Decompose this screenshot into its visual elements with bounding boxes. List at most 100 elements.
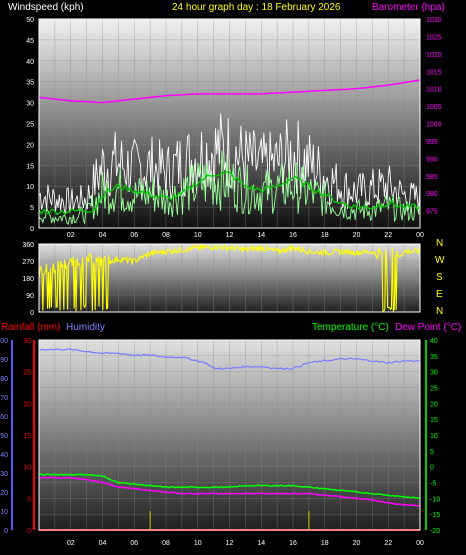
rainfall-y-labels: 0 5 10 15 20 25 30 <box>23 338 31 535</box>
temperature-y-tick: 40 <box>430 338 438 345</box>
barometer-y-tick: 1005 <box>426 104 442 111</box>
humidity-line <box>39 348 421 370</box>
rainfall-y-tick: 5 <box>27 496 31 503</box>
x-tick-label: 00 <box>416 232 424 239</box>
rainfall-y-tick: 20 <box>23 401 31 408</box>
x-tick-label: 04 <box>99 232 107 239</box>
compass-n-bottom: N <box>436 306 443 317</box>
temperature-y-tick: -15 <box>430 512 440 519</box>
dewpoint-label: Dew Point (°C) <box>395 322 461 333</box>
rainfall-y-tick: 30 <box>23 338 31 345</box>
wind-y-tick: 25 <box>26 122 34 129</box>
direction-y-tick: 90 <box>26 293 34 300</box>
humidity-y-tick: 50 <box>0 433 8 440</box>
humidity-label: Humidity <box>66 322 105 333</box>
direction-y-tick: 180 <box>22 276 34 283</box>
x-tick-label: 12 <box>226 540 234 547</box>
temperature-y-tick: 15 <box>430 417 438 424</box>
barometer-y-tick: 1020 <box>426 52 442 59</box>
barometer-y-tick: 990 <box>426 156 438 163</box>
barometer-y-tick: 980 <box>426 191 438 198</box>
x-tick-label: 10 <box>194 540 202 547</box>
temperature-y-tick: 35 <box>430 354 438 361</box>
barometer-y-tick: 985 <box>426 174 438 181</box>
temperature-y-labels: -20 -15 -10 -5 0 5 10 15 20 25 30 35 40 <box>430 338 440 535</box>
humidity-y-tick: 40 <box>0 452 8 459</box>
x-tick-label: 12 <box>226 232 234 239</box>
humidity-y-labels: 0 10 20 30 40 50 60 70 80 90 100 <box>0 338 8 535</box>
humidity-y-tick: 0 <box>4 528 8 535</box>
barometer-line <box>38 79 421 104</box>
temperature-panel-border <box>38 339 421 531</box>
wind-gust-line <box>38 113 421 215</box>
x-tick-label: 10 <box>194 232 202 239</box>
barometer-y-tick: 995 <box>426 139 438 146</box>
wind-y-tick: 40 <box>26 59 34 66</box>
humidity-y-tick: 70 <box>0 395 8 402</box>
temperature-label: Temperature (°C) <box>312 322 389 333</box>
wind-y-tick: 15 <box>26 163 34 170</box>
x-tick-label: 06 <box>130 232 138 239</box>
barometer-y-tick: 975 <box>426 209 438 216</box>
barometer-y-tick: 1025 <box>426 34 442 41</box>
x-tick-label: 08 <box>162 540 170 547</box>
x-tick-label: 00 <box>416 540 424 547</box>
wind-y-tick: 0 <box>30 226 34 233</box>
temperature-line <box>38 473 420 499</box>
temperature-y-tick: 30 <box>430 370 438 377</box>
wind-y-tick: 20 <box>26 142 34 149</box>
direction-y-tick: 360 <box>22 242 34 249</box>
temperature-y-tick: -5 <box>430 481 436 488</box>
wind-direction-line <box>38 242 421 313</box>
humidity-y-tick: 20 <box>0 490 8 497</box>
direction-y-labels: 0 90 180 270 360 <box>22 242 34 317</box>
wind-y-labels: 0 5 10 15 20 25 30 35 40 45 50 <box>26 17 34 233</box>
chart-title: 24 hour graph day : 18 February 2026 <box>172 2 341 13</box>
wind-panel-border <box>38 18 421 229</box>
humidity-y-tick: 80 <box>0 376 8 383</box>
x-tick-label: 22 <box>384 540 392 547</box>
temperature-y-tick: -10 <box>430 496 440 503</box>
rainfall-label: Rainfall (mm) <box>1 322 60 333</box>
rainfall-y-tick: 15 <box>23 433 31 440</box>
temperature-y-tick: 0 <box>430 465 434 472</box>
wind-y-tick: 30 <box>26 101 34 108</box>
barometer-y-tick: 1030 <box>426 17 442 24</box>
x-tick-label: 22 <box>384 232 392 239</box>
x-tick-label: 08 <box>162 232 170 239</box>
rainfall-y-tick: 10 <box>23 465 31 472</box>
wind-average-smooth-line <box>38 171 421 216</box>
direction-panel: 0 90 180 270 360 N W S E N <box>22 238 445 317</box>
rainfall-y-tick: 0 <box>27 528 31 535</box>
barometer-y-tick: 1000 <box>426 122 442 129</box>
x-tick-label: 06 <box>130 540 138 547</box>
x-tick-label: 16 <box>289 540 297 547</box>
direction-y-tick: 270 <box>22 259 34 266</box>
wind-y-tick: 50 <box>26 17 34 24</box>
x-tick-label: 14 <box>257 540 265 547</box>
compass-e: E <box>436 289 443 300</box>
x-tick-label: 14 <box>257 232 265 239</box>
humidity-y-tick: 90 <box>0 357 8 364</box>
temperature-panel: 0 10 20 30 40 5 06 0 70 80 90 100 0 5 10 15 20 25 30 -20 -… <box>0 338 440 547</box>
humidity-y-tick: 100 <box>0 338 8 345</box>
compass-n-top: N <box>436 238 443 249</box>
temperature-y-tick: -20 <box>430 528 440 535</box>
humidity-y-tick: 30 <box>0 471 8 478</box>
temperature-y-tick: 5 <box>430 449 434 456</box>
x-tick-label: 18 <box>321 540 329 547</box>
x-tick-label: 20 <box>353 232 361 239</box>
x-tick-label: 16 <box>289 232 297 239</box>
x-tick-label: 02 <box>67 540 75 547</box>
x-tick-label: 20 <box>353 540 361 547</box>
wind-y-tick: 35 <box>26 80 34 87</box>
direction-y-tick: 0 <box>30 310 34 317</box>
wind-y-tick: 45 <box>26 38 34 45</box>
compass-s: S <box>436 272 443 283</box>
wind-average-line <box>38 150 421 226</box>
temperature-y-tick: 25 <box>430 386 438 393</box>
temperature-y-tick: 10 <box>430 433 438 440</box>
dewpoint-line <box>38 476 421 507</box>
x-tick-label: 04 <box>99 540 107 547</box>
